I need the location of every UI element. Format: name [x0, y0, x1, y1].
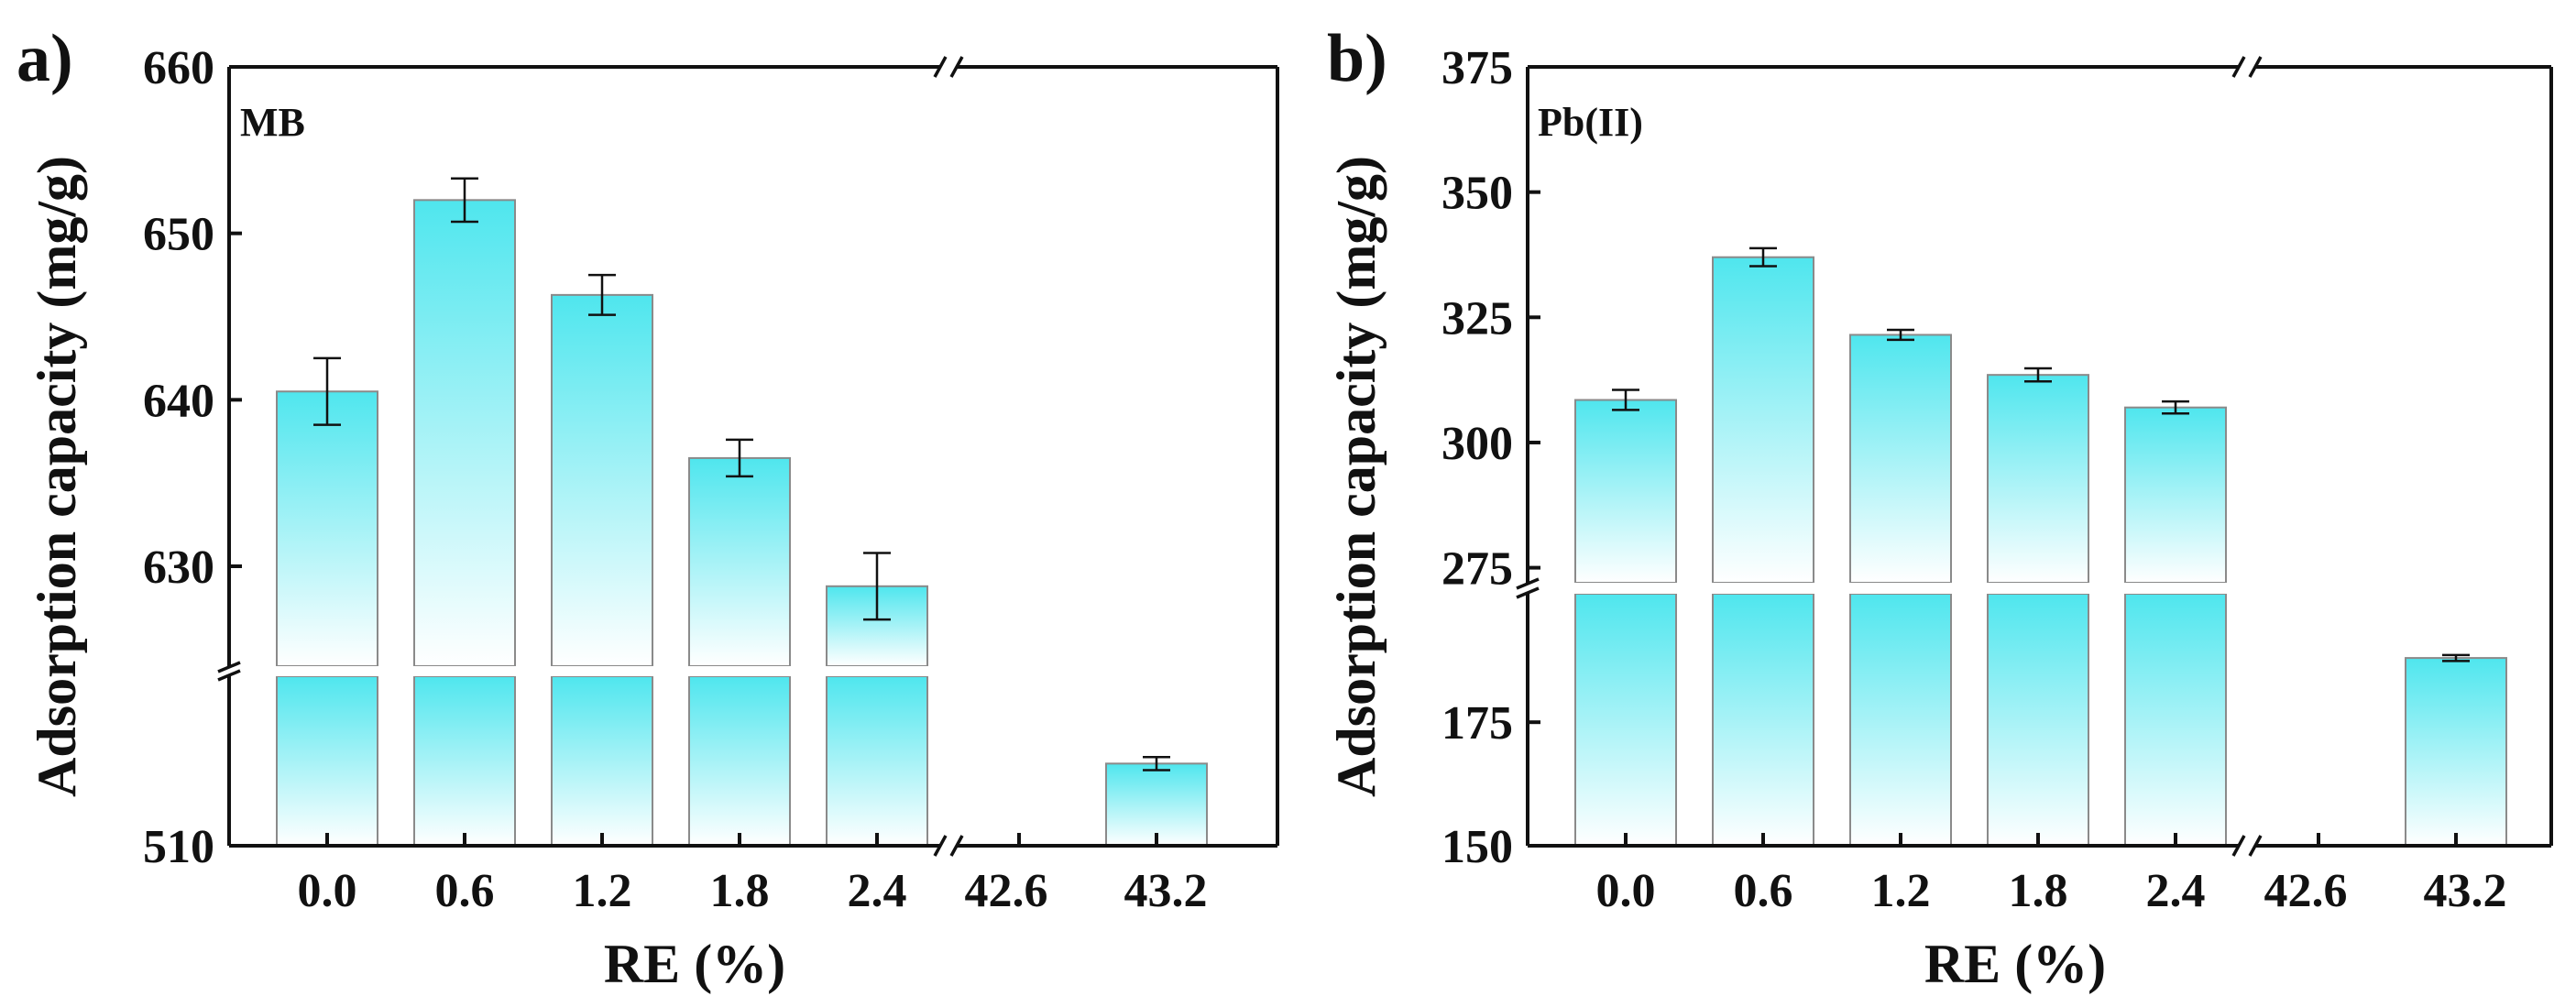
x-tick-label: 1.8	[710, 865, 770, 917]
y-break-gap	[231, 666, 1276, 676]
bar-segment	[1849, 334, 1952, 584]
bar-1-2	[551, 273, 653, 847]
axes-b	[1516, 56, 2553, 857]
bar-segment	[2124, 593, 2227, 847]
bar-segment	[551, 675, 653, 847]
y-tick-label: 375	[1441, 42, 1513, 94]
bar-0-0	[1574, 389, 1677, 847]
x-tick-label: 2.4	[848, 865, 907, 917]
panel-a: a) MB RE (%) Adsorption capacity (mg/g) …	[16, 21, 1279, 994]
error-bar	[1749, 246, 1777, 268]
bar-segment	[688, 456, 791, 667]
x-ticks-a: 0.0 0.6 1.2 1.8 2.4 42.6 43.2	[298, 833, 1208, 917]
x-tick-label: 43.2	[1124, 865, 1208, 917]
bar-segment	[551, 293, 653, 667]
x-break-mark-top	[2231, 56, 2263, 78]
bar-segment	[1987, 374, 2089, 584]
bar-1-8	[1987, 367, 2089, 847]
y-tick-label: 510	[143, 821, 214, 873]
bar-2-4	[2124, 400, 2227, 847]
x-break-mark-bottom	[2231, 835, 2263, 857]
y-tick-label: 300	[1441, 418, 1513, 470]
y-ticks-a: 510 630 640 650 660	[143, 42, 242, 873]
error-bar	[588, 273, 616, 316]
error-bar	[863, 552, 891, 621]
y-ticks-b: 150 175 275 300 325 350 375	[1441, 42, 1540, 873]
y-break-mark	[1516, 577, 1540, 599]
x-break-mark-bottom	[933, 835, 964, 857]
x-tick-label: 42.6	[2264, 865, 2348, 917]
error-bar	[313, 356, 341, 426]
bar-segment	[413, 199, 516, 667]
x-axis-title-b: RE (%)	[1924, 934, 2106, 994]
panel-b: b) Pb(II) RE (%) Adsorption capacity (mg…	[1326, 21, 2553, 994]
x-tick-label: 1.8	[2009, 865, 2068, 917]
bar-segment	[2124, 406, 2227, 585]
bar-43-2	[1105, 755, 1208, 847]
error-bar	[1143, 755, 1170, 772]
series-label-pb: Pb(II)	[1538, 100, 1643, 145]
bar-segment	[1574, 593, 1677, 847]
x-tick-label: 0.0	[1596, 865, 1656, 917]
error-bar	[1612, 389, 1639, 411]
bar-segment	[276, 390, 378, 667]
y-tick-label: 275	[1441, 543, 1513, 596]
bar-0-6	[413, 177, 516, 847]
panel-letter-b: b)	[1327, 21, 1387, 96]
y-tick-label: 350	[1441, 168, 1513, 220]
x-tick-label: 42.6	[965, 865, 1048, 917]
bars-b	[1529, 246, 2549, 847]
bar-segment	[2405, 657, 2507, 847]
bar-segment	[413, 675, 516, 847]
y-tick-label: 150	[1441, 821, 1513, 873]
bar-segment	[1712, 593, 1814, 847]
y-tick-label: 660	[143, 42, 214, 94]
y-tick-label: 175	[1441, 697, 1513, 750]
axes-a	[217, 56, 1279, 857]
bar-segment	[826, 675, 928, 847]
bar-segment	[688, 675, 791, 847]
x-ticks-b: 0.0 0.6 1.2 1.8 2.4 42.6 43.2	[1596, 833, 2507, 917]
bar-segment	[1712, 256, 1814, 584]
x-break-mark-top	[933, 56, 964, 78]
error-bar	[2024, 367, 2052, 383]
bar-43-2	[2405, 653, 2507, 847]
bar-1-2	[1849, 328, 1952, 847]
y-break-gap	[1529, 583, 2549, 594]
bar-0-0	[276, 356, 378, 847]
bar-segment	[1105, 762, 1208, 847]
error-bar	[726, 438, 753, 478]
y-tick-label: 630	[143, 542, 214, 594]
y-tick-label: 640	[143, 375, 214, 427]
x-tick-label: 2.4	[2146, 865, 2206, 917]
error-bar	[1887, 328, 1914, 342]
series-label-mb: MB	[240, 100, 305, 145]
x-tick-label: 0.0	[298, 865, 357, 917]
bar-segment	[276, 675, 378, 847]
bar-0-6	[1712, 246, 1814, 847]
error-bar	[451, 177, 478, 224]
bars-a	[231, 177, 1276, 847]
x-tick-label: 0.6	[435, 865, 495, 917]
panel-letter-a: a)	[16, 21, 73, 96]
x-axis-title-a: RE (%)	[604, 934, 785, 994]
bar-segment	[1987, 593, 2089, 847]
x-tick-label: 43.2	[2424, 865, 2507, 917]
error-bar	[2442, 653, 2470, 662]
bar-segment	[1849, 593, 1952, 847]
x-tick-label: 1.2	[1871, 865, 1931, 917]
y-axis-title-a: Adsorption capacity (mg/g)	[27, 156, 87, 797]
y-break-mark	[217, 661, 241, 682]
y-tick-label: 650	[143, 209, 214, 261]
x-tick-label: 0.6	[1734, 865, 1793, 917]
bar-2-4	[826, 552, 928, 847]
bar-segment	[1574, 399, 1677, 584]
error-bar	[2162, 400, 2189, 415]
x-tick-label: 1.2	[573, 865, 632, 917]
bar-1-8	[688, 438, 791, 847]
y-tick-label: 325	[1441, 292, 1513, 345]
y-axis-title-b: Adsorption capacity (mg/g)	[1326, 156, 1387, 797]
